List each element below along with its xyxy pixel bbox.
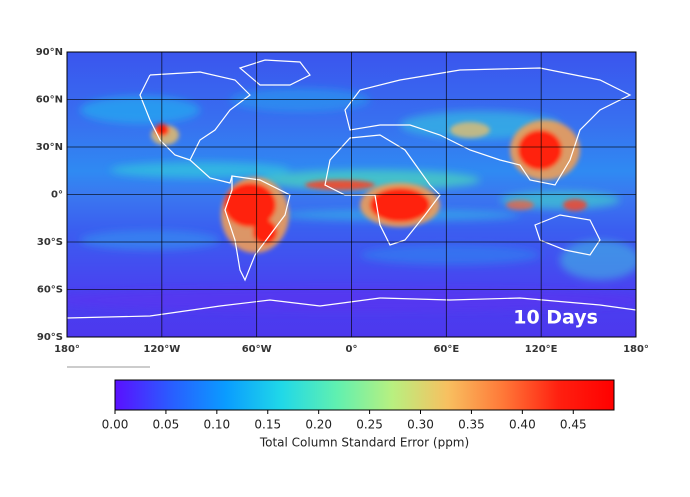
coast-antarctica xyxy=(67,297,636,319)
x-tick-label: 0° xyxy=(346,344,358,355)
colorbar-tick-label: 0.15 xyxy=(254,418,281,432)
y-tick-label: 60°S xyxy=(37,285,63,296)
region xyxy=(224,183,276,227)
colorbar-tick-label: 0.20 xyxy=(305,418,332,432)
coastlines xyxy=(67,59,636,319)
region xyxy=(370,188,430,222)
region xyxy=(253,220,277,244)
map-annotation: 10 Days xyxy=(513,307,598,329)
coast-north-america xyxy=(149,71,251,184)
coast-south-america xyxy=(224,175,291,282)
x-tick-label: 180° xyxy=(623,344,649,355)
texture xyxy=(230,88,370,112)
y-tick-label: 0° xyxy=(51,190,63,201)
texture xyxy=(560,240,636,280)
y-tick-label: 60°N xyxy=(36,95,63,106)
region xyxy=(518,130,562,170)
texture xyxy=(80,230,220,250)
x-tick-label: 180° xyxy=(54,344,80,355)
colorbar-tick-label: 0.30 xyxy=(407,418,434,432)
y-tick-label: 90°S xyxy=(37,332,63,343)
colorbar-label: Total Column Standard Error (ppm) xyxy=(259,436,469,450)
region xyxy=(450,122,490,138)
x-tick-label: 60°W xyxy=(242,344,272,355)
y-tick-label: 30°N xyxy=(36,142,63,153)
colorbar-tick-label: 0.05 xyxy=(153,418,180,432)
colorbar xyxy=(114,379,615,411)
map-frame xyxy=(66,51,637,338)
colorbar-tick-label: 0.35 xyxy=(458,418,485,432)
coast-eurasia xyxy=(344,67,632,186)
x-tick-label: 120°E xyxy=(525,344,558,355)
x-tick-label: 120°W xyxy=(143,344,180,355)
region xyxy=(506,200,534,210)
texture xyxy=(80,96,200,124)
region xyxy=(305,180,375,190)
colorbar-tick-label: 0.45 xyxy=(560,418,587,432)
y-tick-label: 90°N xyxy=(36,47,63,58)
coast-africa xyxy=(324,134,441,246)
texture xyxy=(110,162,290,178)
colorbar-tick-label: 0.00 xyxy=(102,418,129,432)
y-tick-label: 30°S xyxy=(37,237,63,248)
colorbar-tick-label: 0.40 xyxy=(509,418,536,432)
texture xyxy=(360,245,540,265)
coast-north-america-west xyxy=(139,74,191,161)
region xyxy=(563,199,587,211)
colorbar-tick-label: 0.25 xyxy=(356,418,383,432)
high-error-regions xyxy=(151,120,587,253)
coast-greenland xyxy=(238,59,311,86)
x-tick-label: 60°E xyxy=(433,344,459,355)
colorbar-tick-label: 0.10 xyxy=(203,418,230,432)
